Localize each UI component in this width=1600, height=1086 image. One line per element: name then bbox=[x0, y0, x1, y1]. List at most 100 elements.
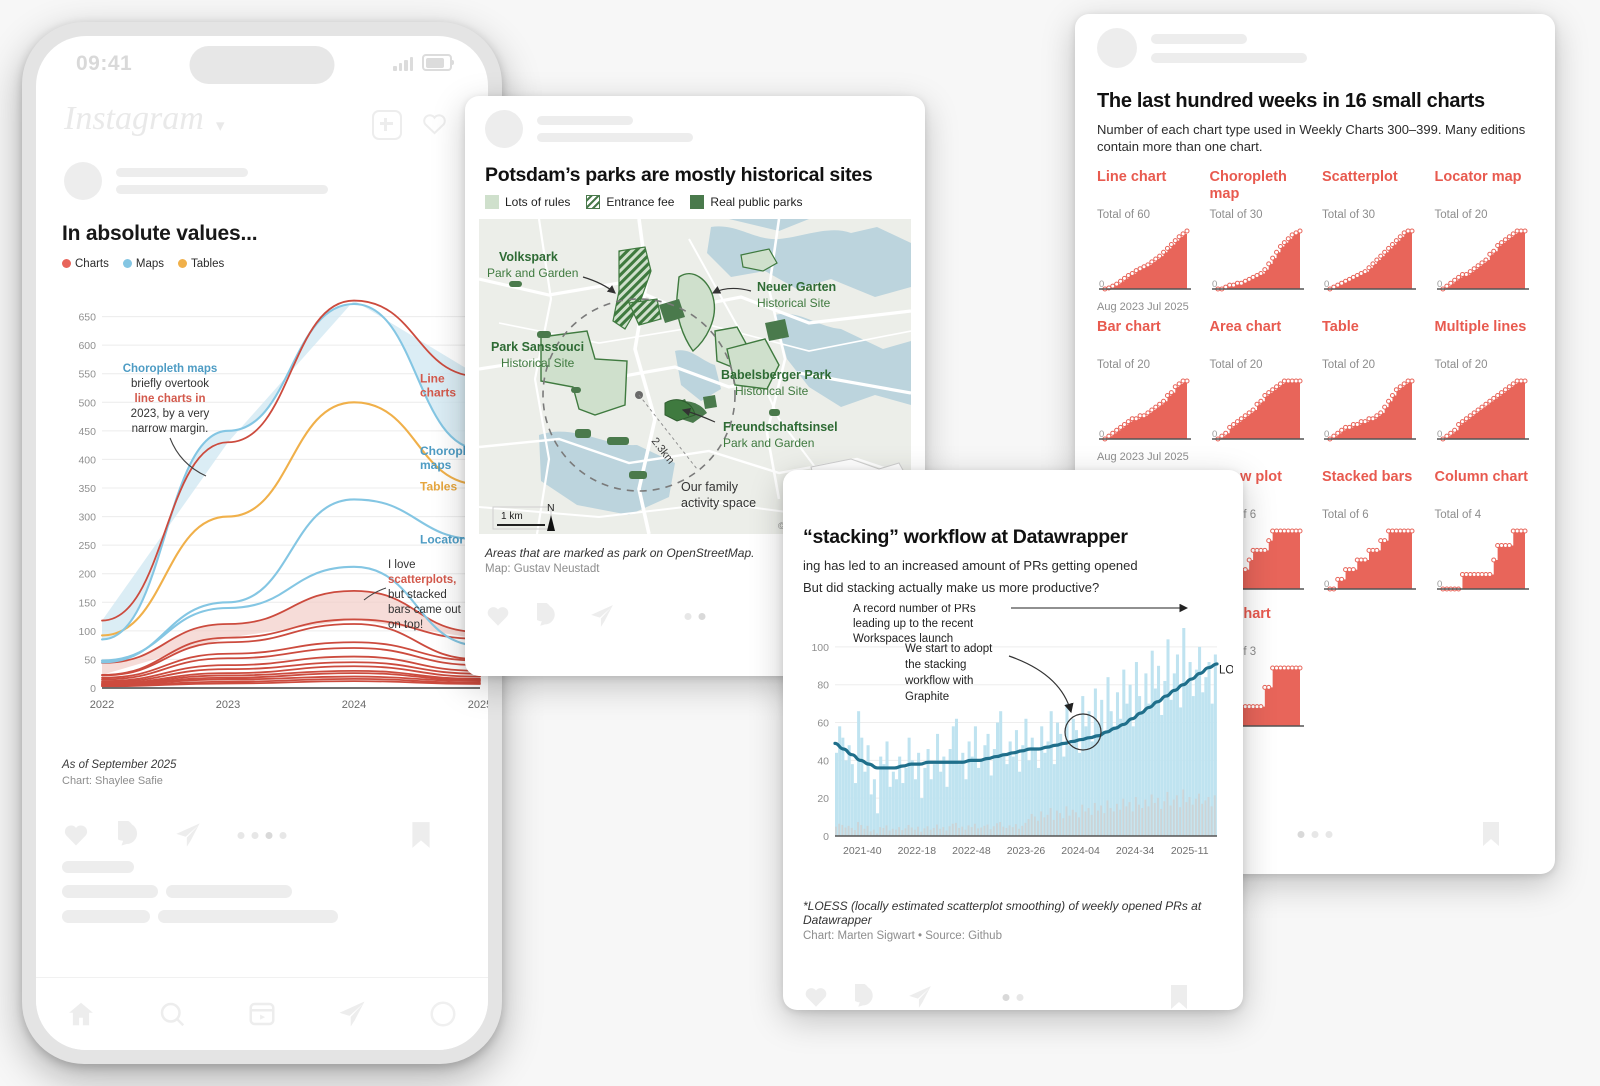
instagram-logo[interactable]: Instagram bbox=[64, 100, 204, 137]
share-icon[interactable] bbox=[589, 603, 615, 629]
svg-text:but stacked: but stacked bbox=[388, 589, 447, 601]
avatar bbox=[64, 162, 102, 200]
svg-text:0: 0 bbox=[1324, 279, 1329, 290]
panel-axis-labels bbox=[1435, 451, 1534, 463]
absolute-values-chart: In absolute values... Charts Maps Tables… bbox=[36, 200, 488, 747]
map-canvas[interactable]: 2.3km Potsdam Volkspark Park and Garden bbox=[479, 219, 911, 534]
panel-total: Total of 6 bbox=[1322, 509, 1369, 522]
sm-author-row bbox=[1075, 14, 1555, 68]
svg-text:2025: 2025 bbox=[468, 699, 488, 711]
panel-title: Line chart bbox=[1097, 169, 1167, 186]
svg-text:briefly overtook: briefly overtook bbox=[131, 378, 209, 390]
pr-subtitle-1: ing has led to an increased amount of PR… bbox=[803, 558, 1138, 573]
svg-text:N: N bbox=[547, 502, 555, 514]
small-chart-panel: Bar chart Total of 20 0 Aug 2023 Jul 2025 bbox=[1097, 319, 1196, 463]
reels-icon[interactable] bbox=[247, 999, 277, 1029]
panel-total: Total of 30 bbox=[1209, 209, 1263, 222]
svg-text:80: 80 bbox=[817, 680, 829, 692]
panel-area-chart: 0 bbox=[1436, 528, 1529, 592]
map-caption: Areas that are marked as park on OpenStr… bbox=[485, 546, 755, 560]
pr-footnote: *LOESS (locally estimated scatterplot sm… bbox=[803, 899, 1202, 928]
svg-text:350: 350 bbox=[78, 483, 96, 495]
panel-axis-labels: Aug 2023 Jul 2025 bbox=[1097, 451, 1189, 464]
svg-text:100: 100 bbox=[78, 626, 96, 638]
panel-total: Total of 20 bbox=[1434, 359, 1488, 372]
status-time: 09:41 bbox=[76, 52, 133, 75]
panel-title: Choropleth map bbox=[1209, 169, 1287, 202]
svg-text:Tables: Tables bbox=[420, 480, 457, 494]
heart-icon[interactable] bbox=[62, 821, 90, 849]
svg-text:Park and Garden: Park and Garden bbox=[723, 436, 814, 450]
sm-subtitle: Number of each chart type used in Weekly… bbox=[1097, 122, 1526, 155]
sm-title: The last hundred weeks in 16 small chart… bbox=[1097, 90, 1485, 112]
svg-text:450: 450 bbox=[78, 426, 96, 438]
panel-area-chart: 0 bbox=[1099, 228, 1191, 292]
svg-text:Park Sanssouci: Park Sanssouci bbox=[491, 340, 584, 354]
svg-text:Line: Line bbox=[420, 372, 445, 386]
panel-total: Total of 60 bbox=[1097, 209, 1151, 222]
phone-screen: 09:41 Instagram ▾ bbox=[36, 36, 488, 1050]
bookmark-icon[interactable] bbox=[1167, 984, 1191, 1010]
battery-icon bbox=[422, 54, 454, 71]
svg-text:Freundschaftsinsel: Freundschaftsinsel bbox=[723, 420, 838, 434]
legend-item-tables: Tables bbox=[178, 258, 224, 270]
potsdam-map-card: Potsdam’s parks are mostly historical si… bbox=[465, 96, 925, 676]
pr-subtitle-2: But did stacking actually make us more p… bbox=[803, 579, 1100, 595]
author-placeholder bbox=[116, 168, 460, 194]
small-chart-panel: Choropleth map Total of 30 0 bbox=[1210, 169, 1309, 313]
svg-text:550: 550 bbox=[78, 369, 96, 381]
heart-icon[interactable] bbox=[803, 984, 829, 1010]
heart-icon[interactable] bbox=[421, 110, 448, 137]
svg-text:0: 0 bbox=[1324, 429, 1329, 440]
messages-icon[interactable] bbox=[337, 999, 367, 1029]
svg-text:Park and Garden: Park and Garden bbox=[487, 266, 578, 280]
legend-item-charts: Charts bbox=[62, 258, 109, 270]
share-icon[interactable] bbox=[174, 821, 202, 849]
panel-title: Area chart bbox=[1209, 319, 1282, 336]
panel-total: Total of 20 bbox=[1097, 359, 1151, 372]
svg-text:Volkspark: Volkspark bbox=[499, 250, 558, 264]
home-icon[interactable] bbox=[66, 999, 96, 1029]
instagram-header: Instagram ▾ bbox=[36, 92, 488, 150]
panel-area-chart: 0 bbox=[1324, 228, 1416, 292]
small-chart-panel: Line chart Total of 60 0 Aug 2023 Jul 2025 bbox=[1097, 169, 1196, 313]
comment-icon[interactable] bbox=[118, 821, 146, 849]
svg-text:0: 0 bbox=[1324, 579, 1329, 590]
svg-text:100: 100 bbox=[811, 642, 829, 654]
pr-title: “stacking” workflow at Datawrapper bbox=[803, 526, 1128, 548]
bottom-tabbar bbox=[36, 977, 488, 1050]
plus-square-icon[interactable] bbox=[372, 110, 402, 140]
map-credit: Map: Gustav Neustadt bbox=[485, 563, 600, 575]
svg-text:Workspaces launch: Workspaces launch bbox=[853, 633, 953, 645]
svg-text:Choropleth maps: Choropleth maps bbox=[123, 363, 218, 375]
panel-title: Multiple lines bbox=[1434, 319, 1527, 336]
bookmark-icon[interactable] bbox=[408, 821, 434, 849]
svg-text:Historical Site: Historical Site bbox=[735, 384, 809, 398]
svg-text:the stacking: the stacking bbox=[905, 659, 966, 671]
post-caption-placeholder bbox=[36, 861, 488, 935]
svg-text:2024-04: 2024-04 bbox=[1061, 845, 1100, 857]
bookmark-icon[interactable] bbox=[1479, 821, 1503, 847]
heart-icon[interactable] bbox=[485, 603, 511, 629]
panel-title: Scatterplot bbox=[1322, 169, 1398, 186]
panel-area-chart: 0 bbox=[1099, 378, 1191, 442]
panel-axis-labels bbox=[1322, 301, 1421, 313]
page-title: In absolute values... bbox=[62, 222, 258, 245]
svg-text:2021-40: 2021-40 bbox=[843, 845, 882, 857]
comment-icon[interactable] bbox=[855, 984, 881, 1010]
pr-card-actions bbox=[783, 970, 1243, 1010]
legend-real-public-parks: Real public parks bbox=[690, 195, 802, 209]
chart-note: As of September 2025 bbox=[62, 759, 177, 771]
comment-icon[interactable] bbox=[537, 603, 563, 629]
chevron-down-icon[interactable]: ▾ bbox=[216, 116, 225, 135]
svg-text:2022-18: 2022-18 bbox=[898, 845, 937, 857]
profile-icon[interactable] bbox=[428, 999, 458, 1029]
svg-text:bars came out: bars came out bbox=[388, 604, 462, 616]
search-icon[interactable] bbox=[157, 999, 187, 1029]
avatar bbox=[485, 110, 523, 148]
svg-text:2023-26: 2023-26 bbox=[1007, 845, 1046, 857]
panel-title: Table bbox=[1322, 319, 1359, 336]
share-icon[interactable] bbox=[907, 984, 933, 1010]
panel-title: Column chart bbox=[1434, 469, 1528, 486]
dynamic-island bbox=[189, 46, 335, 84]
